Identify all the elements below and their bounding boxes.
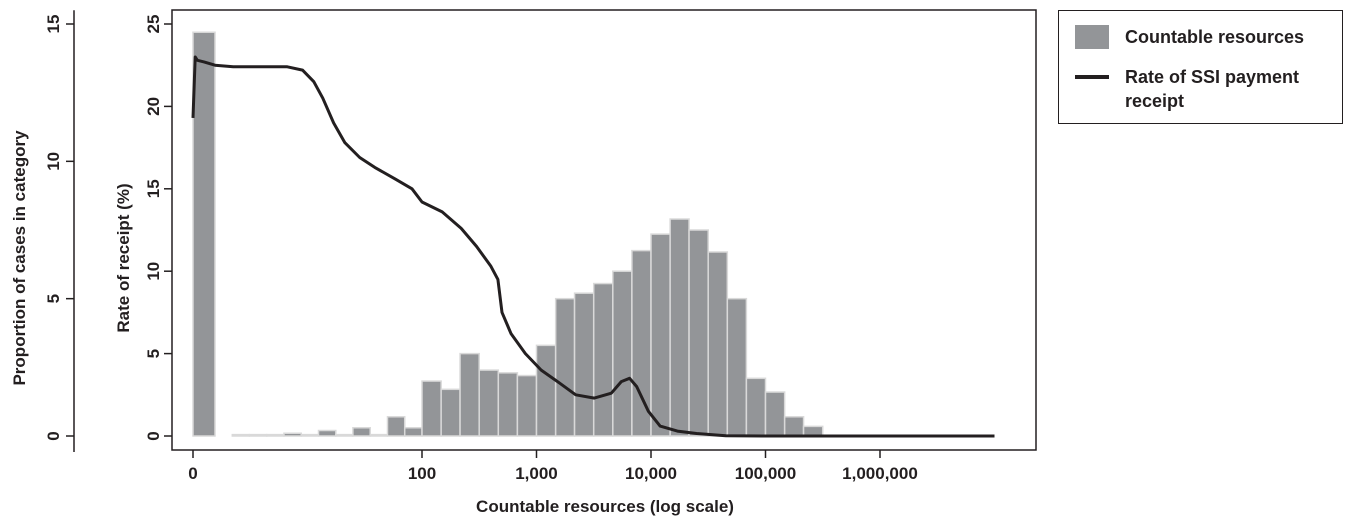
x-tick-label: 100 <box>408 464 436 483</box>
histogram-bar <box>440 388 461 437</box>
legend: Countable resources Rate of SSI payment … <box>1058 10 1343 124</box>
x-axis-title: Countable resources (log scale) <box>476 497 734 516</box>
histogram-bar <box>535 344 557 437</box>
histogram-bar <box>726 297 748 437</box>
histogram-bar <box>707 251 729 437</box>
y-left-tick-label: 10 <box>44 152 63 171</box>
histogram-bar <box>231 433 251 437</box>
y-left-tick-label: 15 <box>44 15 63 34</box>
histogram-bar <box>497 372 519 437</box>
y-left-tick-label: 0 <box>44 431 63 440</box>
histogram-bar <box>650 233 671 437</box>
histogram-bar <box>421 380 442 437</box>
y-right-tick-label: 15 <box>144 179 163 198</box>
histogram-bar <box>192 31 216 437</box>
histogram-bar <box>612 270 633 437</box>
y-left-tick-label: 5 <box>44 294 63 303</box>
histogram-bar <box>478 369 500 437</box>
legend-line-key <box>1075 75 1109 79</box>
y-right-tick-label: 10 <box>144 262 163 281</box>
x-tick-label: 10,000 <box>625 464 677 483</box>
histogram-bar <box>459 352 480 437</box>
histogram-bar <box>764 391 786 437</box>
x-tick-label: 1,000 <box>515 464 558 483</box>
histogram-bar <box>592 282 614 437</box>
histogram-bar <box>352 427 371 437</box>
y-axis-left-title: Proportion of cases in category <box>10 130 29 386</box>
histogram-bar <box>283 432 302 437</box>
histogram-bar <box>335 433 354 437</box>
y-right-tick-label: 0 <box>144 431 163 440</box>
y-axis-left: 0 5 10 15 <box>44 10 75 452</box>
histogram-bar <box>554 297 576 437</box>
y-right-tick-label: 20 <box>144 97 163 116</box>
histogram-bar <box>300 433 320 437</box>
y-right-tick-label: 25 <box>144 15 163 34</box>
histogram-bar <box>317 429 337 437</box>
legend-item-countable-resources: Countable resources <box>1075 25 1335 49</box>
histogram-bar <box>516 374 538 437</box>
histogram-bar <box>669 218 690 437</box>
histogram-bar <box>783 416 805 437</box>
histogram-bar <box>386 416 406 437</box>
x-tick-label: 1,000,000 <box>842 464 918 483</box>
histogram-bar <box>403 427 423 437</box>
rate-of-receipt-line <box>191 55 995 438</box>
x-tick-label: 0 <box>188 464 197 483</box>
legend-label-rate-of-receipt: Rate of SSI payment receipt <box>1125 67 1300 111</box>
y-right-tick-label: 5 <box>144 349 163 358</box>
histogram-bar <box>688 229 709 437</box>
y-axis-right: 0 5 10 15 20 25 <box>144 15 172 441</box>
histogram-bar <box>265 433 285 437</box>
histogram-bar <box>573 292 595 437</box>
legend-item-rate-of-receipt: Rate of SSI payment receipt <box>1075 65 1335 113</box>
legend-bar-swatch <box>1075 25 1109 49</box>
legend-label-countable-resources: Countable resources <box>1125 27 1305 47</box>
x-axis: 0 100 1,000 10,000 100,000 1,000,000 <box>188 450 918 483</box>
histogram-bar <box>248 433 268 437</box>
histogram-bar <box>369 433 389 437</box>
x-tick-label: 100,000 <box>735 464 796 483</box>
y-axis-right-title: Rate of receipt (%) <box>114 183 133 332</box>
histogram-bar <box>745 377 767 437</box>
